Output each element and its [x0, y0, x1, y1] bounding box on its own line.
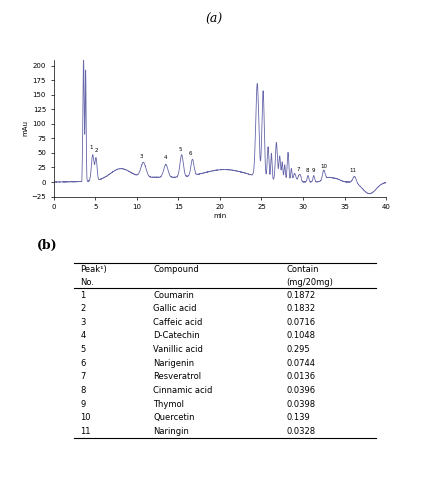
Text: 0.0398: 0.0398 — [286, 400, 315, 408]
Text: Naringin: Naringin — [154, 427, 189, 436]
Text: 0.0716: 0.0716 — [286, 318, 315, 327]
Text: 0.139: 0.139 — [286, 413, 310, 422]
Text: 10: 10 — [320, 164, 327, 169]
Text: 6: 6 — [189, 152, 193, 156]
Text: 9: 9 — [80, 400, 85, 408]
Text: 11: 11 — [80, 427, 91, 436]
Text: 0.1832: 0.1832 — [286, 304, 315, 313]
Text: 0.1872: 0.1872 — [286, 290, 315, 300]
Text: Contain: Contain — [286, 266, 319, 274]
Text: 10: 10 — [80, 413, 91, 422]
Text: Coumarin: Coumarin — [154, 290, 194, 300]
Text: (mg/20mg): (mg/20mg) — [286, 278, 333, 287]
Text: 8: 8 — [80, 386, 86, 395]
Text: 2: 2 — [95, 148, 99, 153]
Text: 8: 8 — [305, 168, 309, 172]
Text: 1: 1 — [80, 290, 85, 300]
Text: Vanillic acid: Vanillic acid — [154, 345, 203, 354]
Text: 11: 11 — [349, 168, 356, 172]
Text: 2: 2 — [80, 304, 85, 313]
Text: 4: 4 — [80, 332, 85, 340]
Y-axis label: mAu: mAu — [23, 120, 29, 136]
Text: D-Catechin: D-Catechin — [154, 332, 200, 340]
Text: Cinnamic acid: Cinnamic acid — [154, 386, 213, 395]
Text: 0.0744: 0.0744 — [286, 358, 315, 368]
Text: 0.0328: 0.0328 — [286, 427, 315, 436]
Text: 0.0396: 0.0396 — [286, 386, 315, 395]
Text: 0.295: 0.295 — [286, 345, 310, 354]
X-axis label: min: min — [213, 213, 227, 219]
Text: Narigenin: Narigenin — [154, 358, 194, 368]
Text: 7: 7 — [80, 372, 86, 382]
Text: 5: 5 — [80, 345, 85, 354]
Text: 3: 3 — [139, 154, 143, 159]
Text: 0.1048: 0.1048 — [286, 332, 315, 340]
Text: 6: 6 — [80, 358, 86, 368]
Text: Compound: Compound — [154, 266, 199, 274]
Text: 1: 1 — [89, 145, 93, 150]
Text: 3: 3 — [80, 318, 86, 327]
Text: Peak¹): Peak¹) — [80, 266, 107, 274]
Text: 9: 9 — [311, 168, 315, 172]
Text: 4: 4 — [164, 155, 168, 160]
Text: 7: 7 — [297, 166, 301, 172]
Text: 5: 5 — [178, 147, 182, 152]
Text: Thymol: Thymol — [154, 400, 184, 408]
Text: (a): (a) — [206, 12, 223, 26]
Text: Quercetin: Quercetin — [154, 413, 195, 422]
Text: No.: No. — [80, 278, 94, 287]
Text: 0.0136: 0.0136 — [286, 372, 315, 382]
Text: Resveratrol: Resveratrol — [154, 372, 202, 382]
Text: (b): (b) — [37, 238, 57, 252]
Text: Gallic acid: Gallic acid — [154, 304, 197, 313]
Text: Caffeic acid: Caffeic acid — [154, 318, 203, 327]
